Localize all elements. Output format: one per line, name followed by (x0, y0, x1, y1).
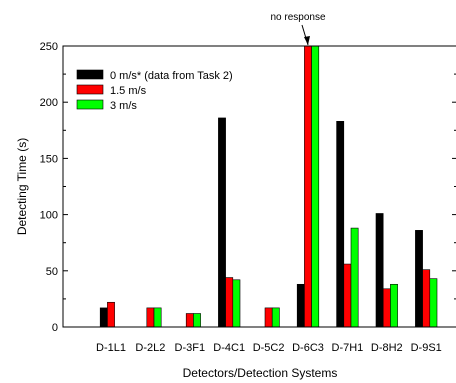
bar-D-9S1-3 (429, 278, 438, 328)
bar-D-7H1-1 (336, 121, 345, 328)
bar-D-9S1-1 (415, 230, 423, 328)
bar-D-6C3-1 (296, 283, 305, 328)
bar-D-3F1-3 (193, 313, 201, 328)
bar-D-1L1-1 (99, 307, 108, 328)
y-axis-label: Detecting Time (s) (15, 138, 29, 235)
bar-D-2L2-3 (153, 307, 162, 328)
y-tick-label: 100 (40, 210, 58, 222)
legend-label-3: 3 m/s (110, 100, 137, 112)
legend-label-2: 1.5 m/s (110, 85, 147, 97)
x-tick-label: D-7H1 (332, 342, 364, 354)
bar-D-7H1-3 (350, 227, 359, 328)
annotation-label: no response (270, 12, 325, 23)
legend-swatch-1 (76, 69, 104, 80)
bar-D-6C3-3 (311, 45, 320, 328)
y-tick-label: 0 (52, 322, 58, 334)
bar-D-4C1-3 (232, 279, 241, 328)
legend-swatch-3 (76, 99, 104, 110)
bar-D-6C3-2 (304, 45, 312, 328)
y-tick-label: 50 (46, 266, 58, 278)
bar-D-2L2-2 (146, 307, 155, 328)
x-tick-label: D-8H2 (371, 342, 403, 354)
bar-D-4C1-1 (218, 117, 226, 328)
bar-D-1L1-2 (107, 301, 115, 328)
plot-marks (99, 45, 438, 328)
x-tick-label: D-5C2 (253, 342, 285, 354)
bar-D-7H1-2 (343, 263, 352, 328)
y-tick-label: 250 (40, 41, 58, 53)
bar-D-8H2-1 (375, 213, 384, 328)
x-tick-label: D-6C3 (292, 342, 324, 354)
bar-D-5C2-3 (271, 307, 280, 328)
legend: 0 m/s* (data from Task 2) 1.5 m/s 3 m/s (76, 69, 233, 112)
bar-D-4C1-2 (225, 277, 234, 328)
x-axis-label: Detectors/Detection Systems (183, 366, 338, 380)
y-tick-label: 200 (40, 97, 58, 109)
x-tick-label: D-9S1 (411, 342, 442, 354)
x-tick-label: D-4C1 (213, 342, 245, 354)
x-tick-label: D-2L2 (135, 342, 165, 354)
legend-swatch-2 (76, 84, 104, 95)
annotation-arrowhead (304, 36, 310, 45)
bar-D-5C2-2 (264, 307, 273, 328)
bar-D-3F1-2 (185, 313, 194, 328)
legend-label-1: 0 m/s* (data from Task 2) (110, 70, 233, 82)
y-tick-label: 150 (40, 153, 58, 165)
bar-D-9S1-2 (422, 269, 431, 328)
bar-D-8H2-3 (390, 283, 398, 328)
bar-D-8H2-2 (382, 288, 391, 328)
x-tick-label: D-1L1 (96, 342, 126, 354)
x-tick-label: D-3F1 (175, 342, 206, 354)
annotations: no response (270, 12, 326, 46)
